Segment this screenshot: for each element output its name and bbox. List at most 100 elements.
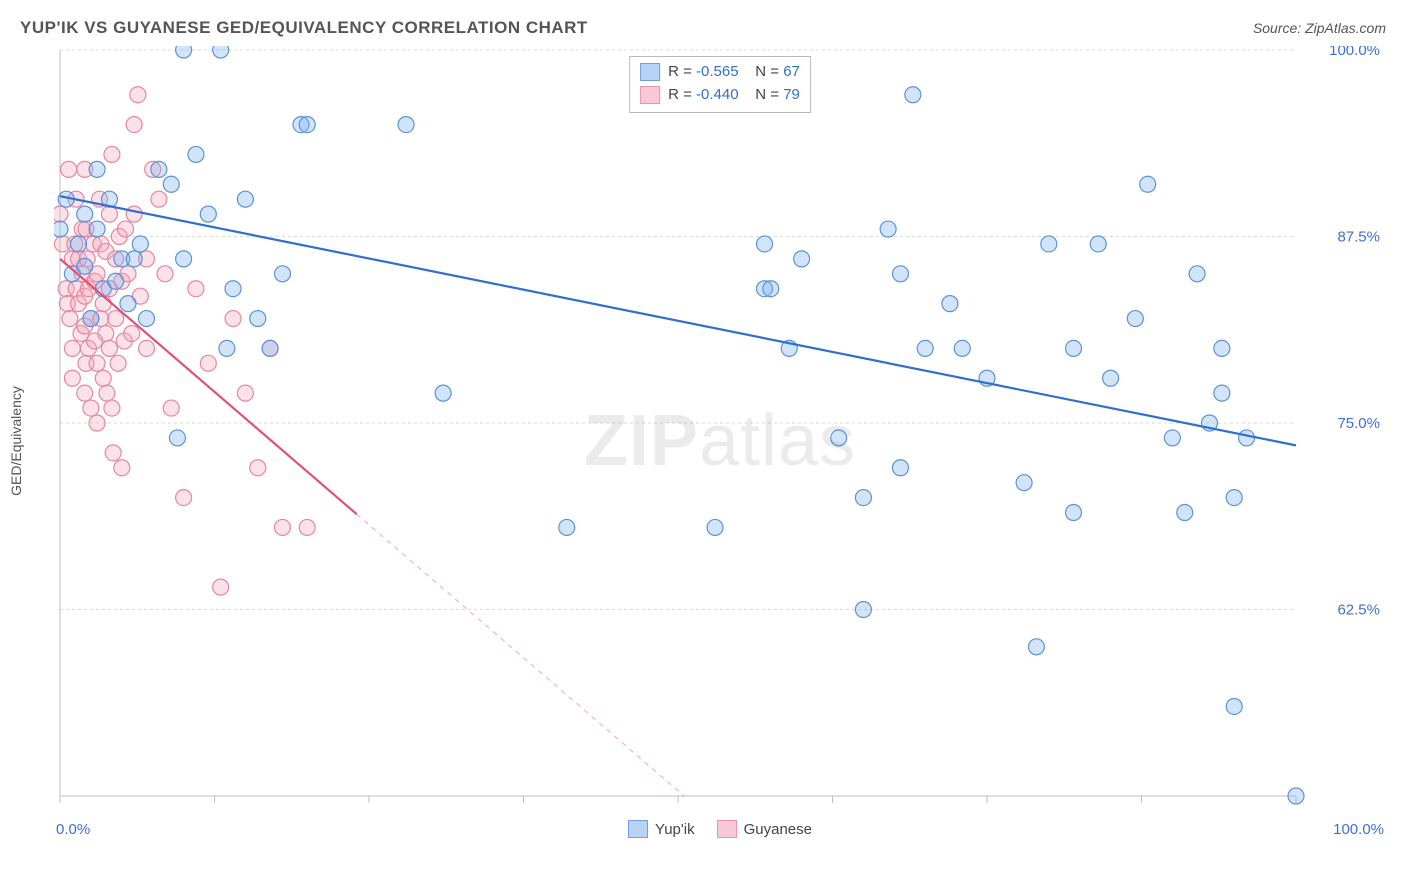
scatter-point bbox=[250, 460, 266, 476]
scatter-point bbox=[707, 519, 723, 535]
scatter-point bbox=[299, 117, 315, 133]
svg-text:100.0%: 100.0% bbox=[1329, 46, 1380, 59]
scatter-point bbox=[98, 325, 114, 341]
scatter-point bbox=[1066, 340, 1082, 356]
legend-label: Guyanese bbox=[744, 821, 812, 838]
scatter-point bbox=[398, 117, 414, 133]
scatter-point bbox=[89, 415, 105, 431]
scatter-point bbox=[188, 146, 204, 162]
trend-line bbox=[60, 196, 1296, 445]
legend-swatch bbox=[628, 820, 648, 838]
scatter-point bbox=[213, 579, 229, 595]
svg-text:62.5%: 62.5% bbox=[1337, 602, 1380, 619]
r-value: -0.565 bbox=[696, 63, 739, 80]
scatter-point bbox=[163, 400, 179, 416]
scatter-point bbox=[1140, 176, 1156, 192]
scatter-point bbox=[126, 251, 142, 267]
scatter-point bbox=[905, 87, 921, 103]
scatter-point bbox=[62, 311, 78, 327]
r-label: R = bbox=[668, 63, 692, 80]
scatter-point bbox=[225, 311, 241, 327]
scatter-point bbox=[794, 251, 810, 267]
n-label: N = bbox=[755, 63, 779, 80]
scatter-point bbox=[954, 340, 970, 356]
scatter-point bbox=[1189, 266, 1205, 282]
n-value: 79 bbox=[783, 86, 800, 103]
scatter-point bbox=[105, 445, 121, 461]
scatter-point bbox=[942, 296, 958, 312]
scatter-point bbox=[139, 340, 155, 356]
scatter-point bbox=[77, 258, 93, 274]
scatter-point bbox=[89, 221, 105, 237]
scatter-point bbox=[176, 46, 192, 58]
scatter-point bbox=[237, 385, 253, 401]
scatter-point bbox=[892, 460, 908, 476]
scatter-point bbox=[64, 370, 80, 386]
scatter-point bbox=[124, 325, 140, 341]
scatter-point bbox=[274, 519, 290, 535]
scatter-point bbox=[110, 355, 126, 371]
scatter-point bbox=[101, 206, 117, 222]
scatter-point bbox=[130, 87, 146, 103]
scatter-point bbox=[917, 340, 933, 356]
scatter-point bbox=[99, 385, 115, 401]
scatter-point bbox=[151, 161, 167, 177]
x-tick-label: 0.0% bbox=[56, 821, 90, 838]
scatter-point bbox=[104, 400, 120, 416]
scatter-point bbox=[95, 370, 111, 386]
scatter-point bbox=[1214, 340, 1230, 356]
legend-swatch bbox=[640, 63, 660, 81]
scatter-point bbox=[126, 117, 142, 133]
scatter-point bbox=[831, 430, 847, 446]
scatter-point bbox=[250, 311, 266, 327]
scatter-point bbox=[77, 385, 93, 401]
scatter-point bbox=[892, 266, 908, 282]
legend-values: R = -0.440 N = 79 bbox=[668, 84, 800, 107]
scatter-point bbox=[151, 191, 167, 207]
scatter-point bbox=[101, 340, 117, 356]
scatter-point bbox=[77, 206, 93, 222]
scatter-point bbox=[1226, 490, 1242, 506]
scatter-point bbox=[54, 221, 68, 237]
scatter-point bbox=[132, 236, 148, 252]
scatter-point bbox=[200, 206, 216, 222]
scatter-point bbox=[169, 430, 185, 446]
legend-swatch bbox=[717, 820, 737, 838]
scatter-point bbox=[1214, 385, 1230, 401]
scatter-plot: 62.5%75.0%87.5%100.0% ZIPatlas R = -0.56… bbox=[54, 46, 1386, 836]
scatter-point bbox=[157, 266, 173, 282]
scatter-point bbox=[188, 281, 204, 297]
source-label: Source: ZipAtlas.com bbox=[1253, 20, 1386, 36]
scatter-point bbox=[95, 296, 111, 312]
scatter-point bbox=[1288, 788, 1304, 804]
scatter-point bbox=[139, 311, 155, 327]
scatter-point bbox=[763, 281, 779, 297]
svg-text:87.5%: 87.5% bbox=[1337, 229, 1380, 246]
scatter-point bbox=[299, 519, 315, 535]
n-value: 67 bbox=[783, 63, 800, 80]
scatter-point bbox=[213, 46, 229, 58]
scatter-point bbox=[225, 281, 241, 297]
scatter-point bbox=[71, 236, 87, 252]
r-label: R = bbox=[668, 86, 692, 103]
x-tick-label: 100.0% bbox=[1333, 821, 1384, 838]
scatter-point bbox=[274, 266, 290, 282]
scatter-point bbox=[559, 519, 575, 535]
legend-row: R = -0.440 N = 79 bbox=[640, 84, 800, 107]
scatter-point bbox=[757, 236, 773, 252]
scatter-point bbox=[83, 400, 99, 416]
scatter-point bbox=[126, 206, 142, 222]
scatter-point bbox=[61, 161, 77, 177]
scatter-point bbox=[880, 221, 896, 237]
scatter-point bbox=[176, 490, 192, 506]
scatter-point bbox=[176, 251, 192, 267]
scatter-point bbox=[219, 340, 235, 356]
r-value: -0.440 bbox=[696, 86, 739, 103]
scatter-point bbox=[1066, 505, 1082, 521]
scatter-point bbox=[163, 176, 179, 192]
scatter-point bbox=[118, 221, 134, 237]
scatter-point bbox=[435, 385, 451, 401]
legend-series: Yup'ik Guyanese bbox=[628, 820, 812, 838]
scatter-point bbox=[114, 460, 130, 476]
legend-item: Yup'ik bbox=[628, 820, 695, 838]
